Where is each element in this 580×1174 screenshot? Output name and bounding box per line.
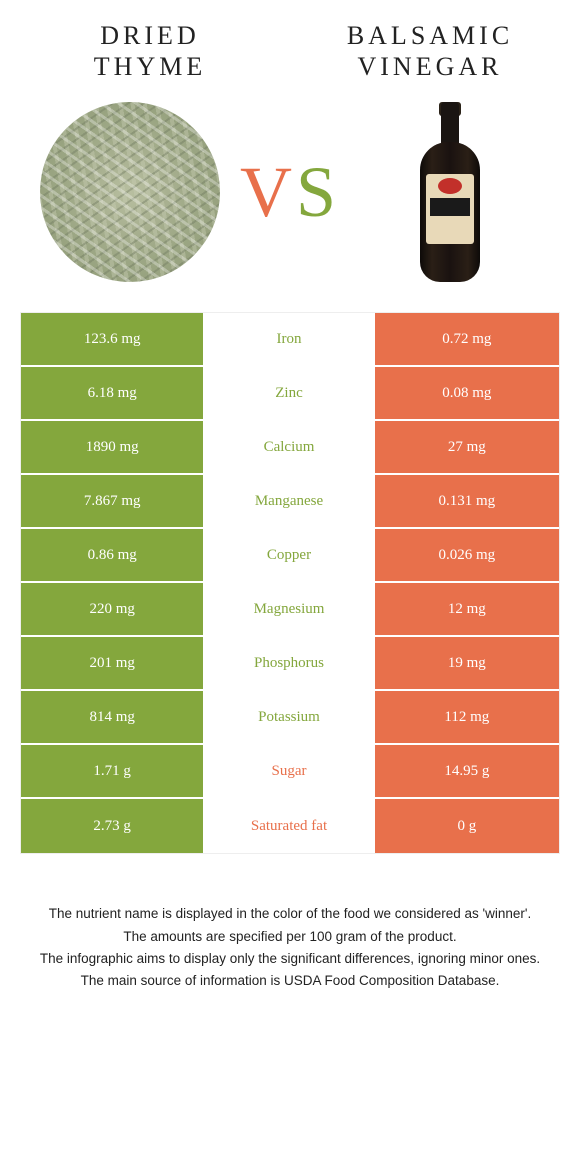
right-value: 0.026 mg [375,529,559,581]
table-row: 2.73 gSaturated fat0 g [21,799,559,853]
nutrient-name: Saturated fat [205,799,374,853]
nutrient-name: Zinc [205,367,374,419]
footnote-line: The main source of information is USDA F… [30,971,550,991]
balsamic-vinegar-image [415,102,485,282]
right-value: 0.08 mg [375,367,559,419]
left-value: 123.6 mg [21,313,205,365]
table-row: 0.86 mgCopper0.026 mg [21,529,559,583]
left-value: 220 mg [21,583,205,635]
right-value: 0 g [375,799,559,853]
nutrient-name: Copper [205,529,374,581]
nutrient-name: Calcium [205,421,374,473]
left-value: 1890 mg [21,421,205,473]
right-value: 14.95 g [375,745,559,797]
table-row: 220 mgMagnesium12 mg [21,583,559,637]
table-row: 123.6 mgIron0.72 mg [21,313,559,367]
footnote-line: The amounts are specified per 100 gram o… [30,927,550,947]
right-value: 19 mg [375,637,559,689]
vs-letter-v: V [240,152,296,232]
nutrient-name: Manganese [205,475,374,527]
table-row: 1.71 gSugar14.95 g [21,745,559,799]
right-title-line1: BALSAMIC [347,21,513,50]
table-row: 814 mgPotassium112 mg [21,691,559,745]
nutrient-name: Iron [205,313,374,365]
left-value: 6.18 mg [21,367,205,419]
left-value: 1.71 g [21,745,205,797]
right-food-title: BALSAMIC VINEGAR [330,20,530,82]
left-title-line2: THYME [94,52,206,81]
table-row: 1890 mgCalcium27 mg [21,421,559,475]
right-title-line2: VINEGAR [358,52,503,81]
dried-thyme-image [40,102,220,282]
footnotes: The nutrient name is displayed in the co… [0,854,580,991]
vs-letter-s: S [296,152,340,232]
nutrient-name: Potassium [205,691,374,743]
vs-label: VS [240,151,340,234]
left-value: 2.73 g [21,799,205,853]
right-value: 0.72 mg [375,313,559,365]
right-value: 27 mg [375,421,559,473]
right-value: 0.131 mg [375,475,559,527]
left-value: 7.867 mg [21,475,205,527]
footnote-line: The nutrient name is displayed in the co… [30,904,550,924]
nutrient-name: Magnesium [205,583,374,635]
left-value: 814 mg [21,691,205,743]
comparison-table: 123.6 mgIron0.72 mg6.18 mgZinc0.08 mg189… [20,312,560,854]
left-value: 201 mg [21,637,205,689]
left-title-line1: DRIED [100,21,199,50]
left-food-title: DRIED THYME [50,20,250,82]
table-row: 7.867 mgManganese0.131 mg [21,475,559,529]
header: DRIED THYME BALSAMIC VINEGAR [0,0,580,92]
footnote-line: The infographic aims to display only the… [30,949,550,969]
left-value: 0.86 mg [21,529,205,581]
table-row: 201 mgPhosphorus19 mg [21,637,559,691]
nutrient-name: Phosphorus [205,637,374,689]
images-row: VS [0,92,580,312]
right-value: 12 mg [375,583,559,635]
table-row: 6.18 mgZinc0.08 mg [21,367,559,421]
right-value: 112 mg [375,691,559,743]
nutrient-name: Sugar [205,745,374,797]
